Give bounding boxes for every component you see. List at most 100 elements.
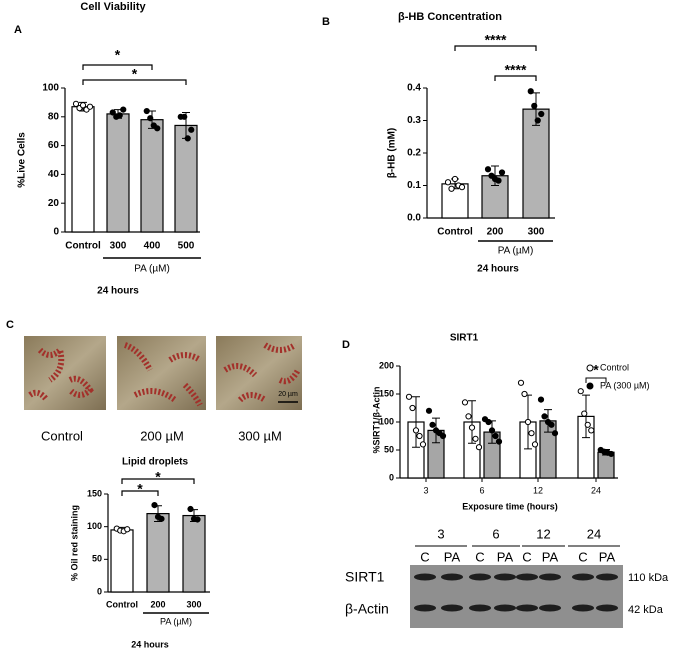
y-tick-label: 50 — [92, 554, 102, 564]
lipid-stain — [28, 344, 94, 401]
y-axis-label: %Live Cells — [17, 132, 28, 188]
x-tick-label: 300 — [186, 599, 201, 609]
chart-title: SIRT1 — [450, 333, 479, 344]
data-point — [495, 438, 503, 445]
time-point-label: 24 — [587, 526, 601, 541]
data-point — [124, 526, 131, 533]
y-tick-label: 40 — [48, 169, 60, 180]
x-tick-label: 400 — [144, 241, 161, 252]
data-point — [143, 107, 150, 115]
significance-label: * — [115, 47, 121, 63]
micrograph-label: 200 µM — [140, 428, 184, 443]
y-tick-label: 100 — [87, 521, 102, 531]
data-point — [419, 441, 427, 448]
y-tick-label: 150 — [379, 388, 394, 398]
lane-label: PA — [599, 549, 616, 564]
time-point-label: 3 — [437, 526, 444, 541]
group-label: PA (µM) — [498, 246, 534, 257]
bar — [140, 119, 164, 233]
blot-band — [539, 573, 561, 581]
y-tick-label: 0 — [53, 227, 59, 238]
chart-title: β-HB Concentration — [398, 11, 502, 23]
lane-label: C — [522, 549, 531, 564]
bar — [522, 108, 550, 219]
significance-bracket — [494, 75, 537, 81]
y-tick-label: 50 — [384, 444, 394, 454]
data-point — [492, 432, 499, 440]
lane-label: PA — [542, 549, 559, 564]
significance-bracket — [82, 79, 187, 85]
panel-letter: B — [322, 16, 330, 28]
legend-marker — [586, 364, 594, 372]
blot-size-label: 110 kDa — [628, 572, 669, 584]
data-point — [187, 505, 194, 513]
lane-label: PA — [444, 549, 461, 564]
significance-bracket — [585, 377, 607, 383]
lane-label: C — [578, 549, 587, 564]
data-point — [425, 407, 433, 414]
data-point — [120, 106, 127, 113]
legend-label: PA (300 µM) — [600, 380, 650, 390]
x-tick-label: 500 — [178, 241, 195, 252]
data-point — [541, 413, 548, 420]
significance-label: * — [155, 469, 161, 485]
micrograph-label: 300 µM — [238, 428, 282, 443]
blot-row-label: β-Actin — [345, 601, 389, 617]
data-point — [498, 169, 506, 176]
legend-marker — [586, 382, 594, 390]
blot-band — [414, 573, 436, 581]
data-point — [495, 177, 502, 184]
blot-band — [441, 573, 463, 581]
blot-band — [414, 604, 436, 612]
time-point-label: 12 — [536, 526, 550, 541]
y-tick-label: 0.3 — [407, 115, 421, 126]
bar — [146, 512, 170, 593]
data-point — [405, 393, 413, 400]
error-bar — [582, 394, 590, 439]
data-point — [548, 421, 555, 428]
data-point — [531, 102, 538, 109]
footnote: 24 hours — [477, 264, 519, 275]
data-point — [484, 166, 492, 173]
data-point — [412, 427, 420, 434]
data-point — [537, 396, 545, 403]
blot-band — [441, 604, 463, 612]
blot-band — [469, 604, 491, 612]
x-tick-label: 12 — [533, 485, 543, 495]
data-point — [147, 115, 154, 122]
lane-label: C — [475, 549, 484, 564]
data-point — [468, 424, 476, 431]
data-point — [158, 515, 165, 522]
significance-bracket — [121, 478, 195, 484]
x-tick-label: 300 — [110, 241, 127, 252]
data-point — [465, 413, 472, 420]
data-point — [551, 430, 559, 437]
significance-label: **** — [485, 32, 507, 48]
micrograph — [117, 336, 206, 410]
data-point — [448, 185, 455, 192]
blot-band — [494, 573, 516, 581]
blot-band — [516, 573, 538, 581]
data-point — [416, 432, 423, 440]
data-point — [472, 435, 479, 442]
data-point — [524, 418, 532, 426]
lane-label: PA — [497, 549, 514, 564]
y-tick-label: 0.1 — [407, 180, 421, 191]
bar — [174, 124, 198, 233]
data-point — [527, 88, 534, 95]
panel-letter: A — [14, 24, 22, 36]
y-tick-label: 60 — [48, 140, 60, 151]
data-point — [528, 430, 535, 437]
x-tick-label: Control — [437, 227, 473, 238]
data-point — [451, 175, 459, 183]
blot-band — [596, 604, 618, 612]
y-tick-label: 80 — [48, 111, 60, 122]
y-tick-label: 0 — [97, 586, 102, 596]
significance-label: * — [132, 66, 138, 82]
micrograph — [24, 336, 106, 410]
y-axis-label: %SIRT1/β-Actin — [371, 387, 381, 454]
blot-band — [469, 573, 491, 581]
bar — [110, 529, 134, 593]
data-point — [534, 117, 541, 124]
